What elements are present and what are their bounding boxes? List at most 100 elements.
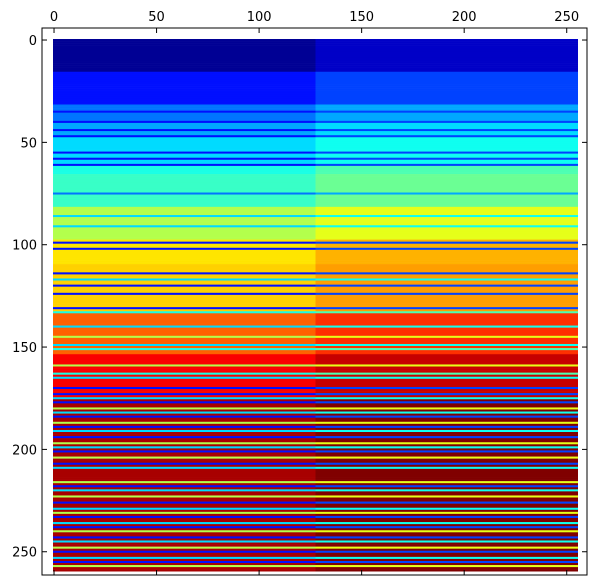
heatmap-row-left [53, 530, 316, 533]
heatmap-row-right [315, 270, 578, 273]
heatmap-row-left [53, 198, 316, 202]
heatmap-row-left [53, 90, 316, 93]
heatmap-row-right [315, 474, 578, 478]
heatmap-row-left [53, 180, 316, 183]
heatmap-row-right [315, 88, 578, 91]
heatmap-row-right [315, 429, 578, 433]
heatmap-row-right [315, 515, 578, 519]
heatmap-row-left [53, 102, 316, 105]
heatmap-row-left [53, 292, 316, 296]
heatmap-row-left [53, 129, 316, 132]
heatmap-row-left [53, 227, 316, 230]
heatmap-row-right [315, 41, 578, 44]
heatmap-row-left [53, 397, 316, 400]
heatmap-cells [53, 39, 578, 572]
heatmap-row-left [53, 546, 316, 549]
heatmap-row-right [315, 223, 578, 226]
heatmap-row-left [53, 395, 316, 398]
heatmap-row-left [53, 470, 316, 474]
heatmap-row-left [53, 188, 316, 191]
heatmap-row-right [315, 198, 578, 202]
heatmap-row-right [315, 301, 578, 304]
heatmap-row-left [53, 567, 316, 570]
heatmap-row-left [53, 331, 316, 335]
heatmap-row-left [53, 472, 316, 476]
heatmap-row-left [53, 251, 316, 255]
y-axis-ticks: 0 50 100 150 200 250 [12, 34, 587, 561]
heatmap-row-right [315, 243, 578, 247]
heatmap-row-right [315, 497, 578, 500]
heatmap-row-left [53, 425, 316, 429]
heatmap-row-left [53, 313, 316, 316]
heatmap-row-right [315, 565, 578, 568]
heatmap-row-left [53, 127, 316, 130]
heatmap-row-right [315, 79, 578, 83]
heatmap-row-right [315, 337, 578, 341]
heatmap-row-right [315, 560, 578, 564]
heatmap-row-left [53, 301, 316, 304]
heatmap-row-right [315, 378, 578, 382]
heatmap-row-left [53, 458, 316, 461]
heatmap-row-left [53, 157, 316, 161]
heatmap-row-left [53, 94, 316, 97]
heatmap-row-left [53, 311, 316, 314]
heatmap-row-left [53, 329, 316, 333]
heatmap-row-right [315, 245, 578, 249]
heatmap-row-right [315, 540, 578, 543]
heatmap-row-left [53, 63, 316, 66]
heatmap-row-left [53, 524, 316, 527]
heatmap-row-left [53, 401, 316, 404]
heatmap-row-right [315, 413, 578, 416]
heatmap-row-right [315, 127, 578, 130]
heatmap-row-right [315, 264, 578, 267]
heatmap-row-left [53, 454, 316, 457]
heatmap-row-right [315, 522, 578, 525]
heatmap-row-right [315, 202, 578, 206]
heatmap-row-left [53, 421, 316, 425]
heatmap-row-right [315, 362, 578, 365]
heatmap-row-left [53, 565, 316, 568]
heatmap-row-left [53, 532, 316, 535]
heatmap-row-left [53, 432, 316, 435]
heatmap-row-left [53, 274, 316, 277]
heatmap-row-right [315, 305, 578, 308]
heatmap-row-left [53, 477, 316, 480]
heatmap-row-right [315, 196, 578, 199]
heatmap-row-left [53, 270, 316, 273]
heatmap-row-right [315, 249, 578, 253]
heatmap-row-left [53, 133, 316, 136]
heatmap-row-right [315, 137, 578, 140]
heatmap-row-left [53, 249, 316, 253]
heatmap-row-left [53, 323, 316, 326]
heatmap-row-left [53, 419, 316, 423]
heatmap-row-left [53, 172, 316, 175]
heatmap-row-left [53, 429, 316, 433]
heatmap-row-right [315, 65, 578, 68]
heatmap-row-left [53, 479, 316, 482]
heatmap-row-left [53, 262, 316, 265]
heatmap-row-left [53, 51, 316, 54]
heatmap-row-left [53, 554, 316, 558]
heatmap-row-left [53, 219, 316, 222]
heatmap-row-left [53, 485, 316, 488]
heatmap-row-right [315, 370, 578, 373]
heatmap-row-left [53, 511, 316, 515]
heatmap-row-left [53, 106, 316, 109]
heatmap-row-left [53, 542, 316, 545]
heatmap-row-right [315, 542, 578, 545]
heatmap-row-right [315, 255, 578, 259]
heatmap-row-right [315, 73, 578, 77]
heatmap-row-right [315, 170, 578, 173]
heatmap-row-right [315, 315, 578, 318]
heatmap-row-left [53, 305, 316, 308]
heatmap-row-left [53, 399, 316, 402]
heatmap-row-right [315, 386, 578, 390]
heatmap-row-right [315, 343, 578, 347]
heatmap-row-left [53, 88, 316, 91]
heatmap-row-left [53, 161, 316, 165]
heatmap-row-right [315, 368, 578, 371]
heatmap-row-right [315, 436, 578, 439]
heatmap-row-left [53, 153, 316, 156]
heatmap-row-left [53, 204, 316, 208]
heatmap-row-right [315, 106, 578, 109]
